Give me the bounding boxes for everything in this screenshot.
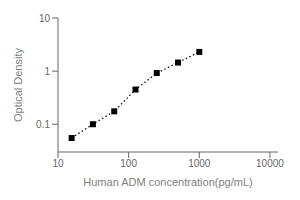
svg-text:1: 1 (44, 66, 50, 77)
svg-text:Human ADM concentration(pg/mL): Human ADM concentration(pg/mL) (83, 176, 252, 188)
svg-text:100: 100 (120, 158, 137, 169)
svg-text:0.1: 0.1 (36, 119, 50, 130)
svg-text:10: 10 (52, 158, 64, 169)
svg-text:10: 10 (39, 13, 51, 24)
svg-text:Optical Density: Optical Density (12, 48, 24, 122)
svg-text:10000: 10000 (256, 158, 284, 169)
svg-text:1000: 1000 (188, 158, 211, 169)
